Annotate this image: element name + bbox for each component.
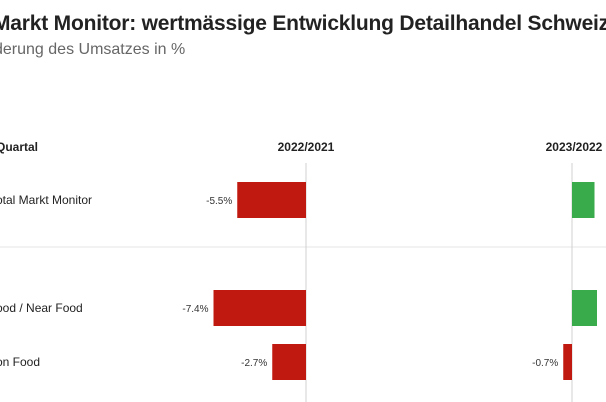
data-label: -0.7% bbox=[532, 358, 558, 369]
bar-2-1 bbox=[572, 182, 595, 218]
category-label: ood / Near Food bbox=[0, 301, 83, 315]
bar-1-3 bbox=[272, 344, 306, 380]
bar-1-2 bbox=[213, 290, 306, 326]
chart-subtitle: derung des Umsatzes in % bbox=[0, 41, 186, 58]
data-label: -5.5% bbox=[206, 196, 232, 207]
chart-title: Markt Monitor: wertmässige Entwicklung D… bbox=[0, 12, 606, 35]
row-header: Quartal bbox=[0, 140, 38, 154]
bar-2-2 bbox=[572, 290, 597, 326]
data-label: -2.7% bbox=[241, 358, 267, 369]
panel-title-1: 2022/2021 bbox=[278, 140, 335, 154]
bar-1-1 bbox=[237, 182, 306, 218]
category-label: on Food bbox=[0, 355, 40, 369]
data-label: -7.4% bbox=[182, 304, 208, 315]
panel-title-2: 2023/2022 bbox=[546, 140, 603, 154]
bar-2-3 bbox=[563, 344, 572, 380]
category-label: otal Markt Monitor bbox=[0, 193, 92, 207]
